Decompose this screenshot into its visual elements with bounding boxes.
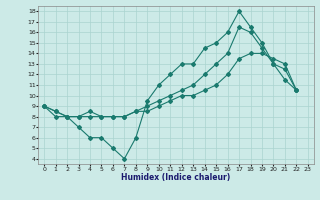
X-axis label: Humidex (Indice chaleur): Humidex (Indice chaleur) (121, 173, 231, 182)
